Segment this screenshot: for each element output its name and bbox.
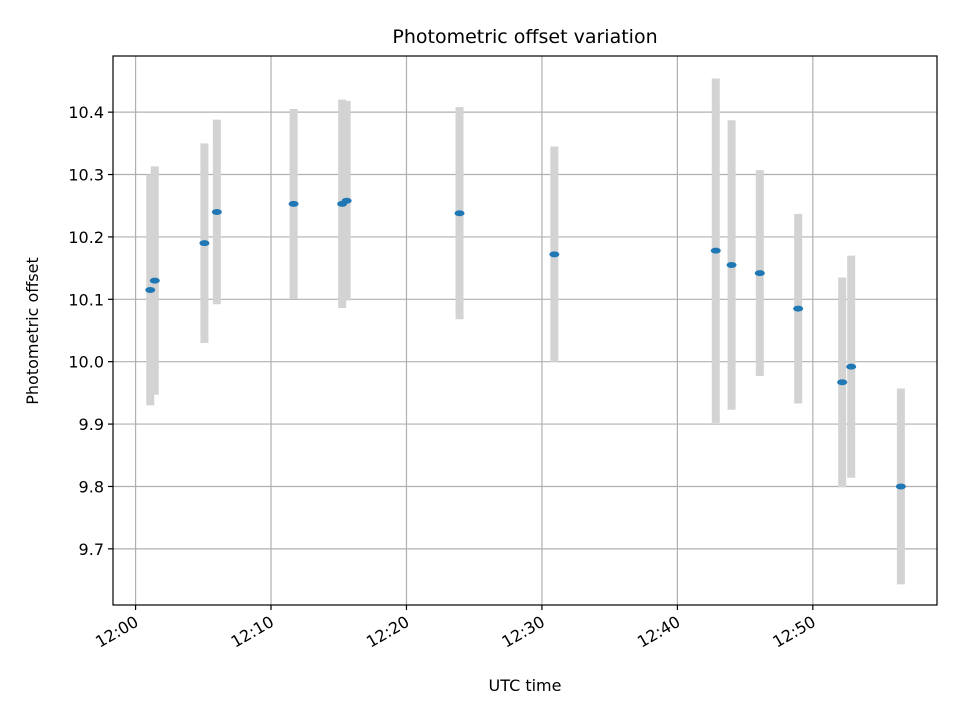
y-axis-title: Photometric offset — [23, 257, 42, 405]
y-tick-label: 9.9 — [79, 415, 104, 434]
error-bars — [146, 78, 905, 585]
x-tick-label: 12:20 — [363, 612, 412, 652]
data-point — [199, 240, 210, 247]
data-point — [710, 247, 721, 254]
data-point — [793, 305, 804, 312]
y-tick-label: 10.2 — [68, 228, 104, 247]
data-point — [454, 210, 465, 217]
x-tick-label: 12:10 — [228, 612, 277, 652]
data-point — [895, 483, 906, 490]
y-tick-label: 10.3 — [68, 166, 104, 185]
plot-frame — [112, 55, 938, 606]
data-point — [846, 363, 857, 370]
x-tick-label: 12:00 — [92, 612, 141, 652]
x-tick-label: 12:30 — [498, 612, 547, 652]
x-tick-label: 12:40 — [634, 612, 683, 652]
x-tick-label: 12:50 — [769, 612, 818, 652]
y-tick-label: 9.7 — [79, 540, 104, 559]
chart-title: Photometric offset variation — [392, 26, 657, 48]
data-point — [754, 270, 765, 277]
data-point — [145, 286, 156, 293]
y-tick-label: 10.0 — [68, 353, 104, 372]
data-point — [726, 261, 737, 268]
axis-ticks: 12:00 12:10 12:20 12:30 12:40 12:50 9.7 9.8 9.9 1… — [68, 103, 818, 651]
data-point — [288, 200, 299, 207]
grid-lines — [113, 56, 937, 605]
data-point — [341, 197, 352, 204]
y-tick-label: 9.8 — [79, 477, 104, 496]
data-point — [837, 379, 848, 386]
data-point — [211, 208, 222, 215]
data-point — [549, 251, 560, 258]
y-tick-label: 10.1 — [68, 290, 104, 309]
data-point — [149, 277, 160, 284]
data-points — [145, 197, 906, 490]
x-axis-title: UTC time — [489, 676, 562, 695]
y-tick-label: 10.4 — [68, 103, 104, 122]
